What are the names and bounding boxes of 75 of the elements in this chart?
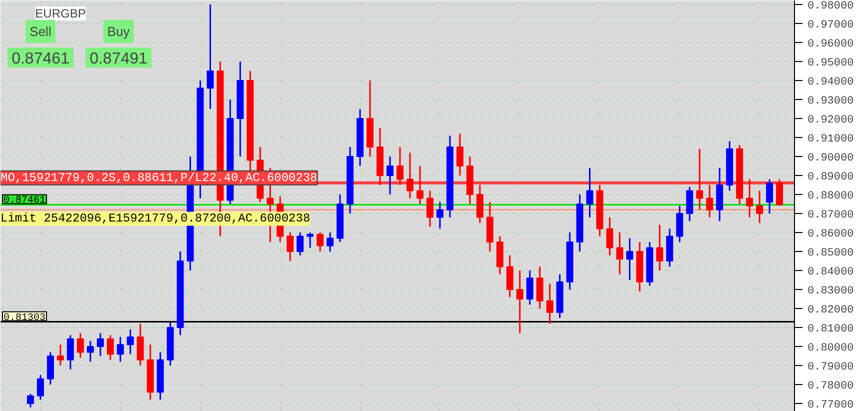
annotation: 0.87491 (90, 50, 148, 68)
ref-line-label: MO,15921779,0.2S,0.88611,P/L22.40,AC.6000238 (0, 170, 318, 185)
candlestick (656, 224, 664, 272)
candlestick (506, 254, 514, 298)
candlestick (516, 270, 524, 334)
candlestick (686, 186, 694, 222)
candlestick (706, 184, 714, 218)
candlestick (746, 178, 754, 218)
y-tick-label: 0.94000 (808, 76, 854, 88)
y-tick-label: 0.81000 (808, 324, 854, 336)
candlestick (316, 232, 324, 252)
y-tick-label: 0.86000 (808, 228, 854, 241)
y-tick-label: 0.95000 (808, 57, 854, 70)
y-tick-label: 0.79000 (808, 362, 854, 374)
candlestick (616, 232, 624, 276)
candlestick (286, 232, 294, 262)
candlestick (456, 132, 464, 176)
candlestick (326, 232, 334, 252)
candlestick (426, 190, 434, 228)
candlestick (406, 152, 414, 200)
annotation: 0.87461 (12, 50, 70, 68)
candlestick (396, 146, 404, 186)
ref-line-label: 0.81303 (4, 312, 46, 324)
y-tick-label: 0.90000 (808, 152, 854, 164)
candlestick (96, 332, 104, 357)
candlestick (626, 237, 634, 281)
candlestick (126, 328, 134, 355)
y-tick-label: 0.97000 (808, 19, 854, 32)
y-tick-label: 0.82000 (808, 304, 854, 317)
candlestick (606, 216, 614, 256)
y-tick-label: 0.96000 (808, 38, 854, 50)
y-tick-label: 0.89000 (808, 172, 854, 184)
candlestick (696, 148, 704, 210)
candlestick (116, 336, 124, 362)
y-tick-label: 0.92000 (808, 114, 854, 126)
candlestick (776, 178, 784, 207)
text: EURGBP (35, 6, 86, 20)
candlestick (46, 351, 54, 386)
candlestick (136, 322, 144, 366)
candlestick (546, 283, 554, 324)
y-tick-label: 0.78000 (808, 380, 854, 393)
candlestick (106, 334, 114, 361)
candlestick (36, 374, 44, 400)
candlestick (536, 266, 544, 310)
y-tick-label: 0.80000 (808, 342, 854, 355)
candlestick (296, 232, 304, 256)
candlestick (756, 190, 764, 224)
candlestick (66, 334, 74, 370)
y-tick-label: 0.93000 (808, 95, 854, 108)
y-tick-label: 0.83000 (808, 286, 854, 298)
candlestick (206, 4, 214, 110)
y-tick-label: 0.85000 (808, 248, 854, 260)
annotation: Buy (107, 24, 130, 39)
candlestick (56, 344, 64, 366)
candlestick (26, 393, 34, 408)
y-tick-label: 0.84000 (808, 266, 854, 279)
candlestick (76, 332, 84, 359)
candlestick (526, 270, 534, 306)
y-tick-label: 0.98000 (808, 0, 854, 12)
candlestick (306, 232, 314, 248)
y-tick-label: 0.87000 (808, 210, 854, 222)
y-tick-label: 0.88000 (808, 190, 854, 203)
candlestick (676, 205, 684, 243)
candlestick (476, 184, 484, 224)
y-tick-label: 0.91000 (808, 134, 854, 146)
candlestick (416, 165, 424, 205)
candlestick (86, 340, 94, 362)
ref-line-label: 0.87461 (4, 196, 46, 207)
annotation: Sell (30, 24, 52, 39)
candlestick (766, 178, 774, 214)
candlestick (436, 201, 444, 230)
candlestick (386, 156, 394, 196)
ref-line-label: Limit 25422096,E15921779,0.87200,AC.6000238 (0, 212, 310, 226)
y-tick-label: 0.77000 (808, 400, 854, 411)
candlestick (586, 167, 594, 218)
